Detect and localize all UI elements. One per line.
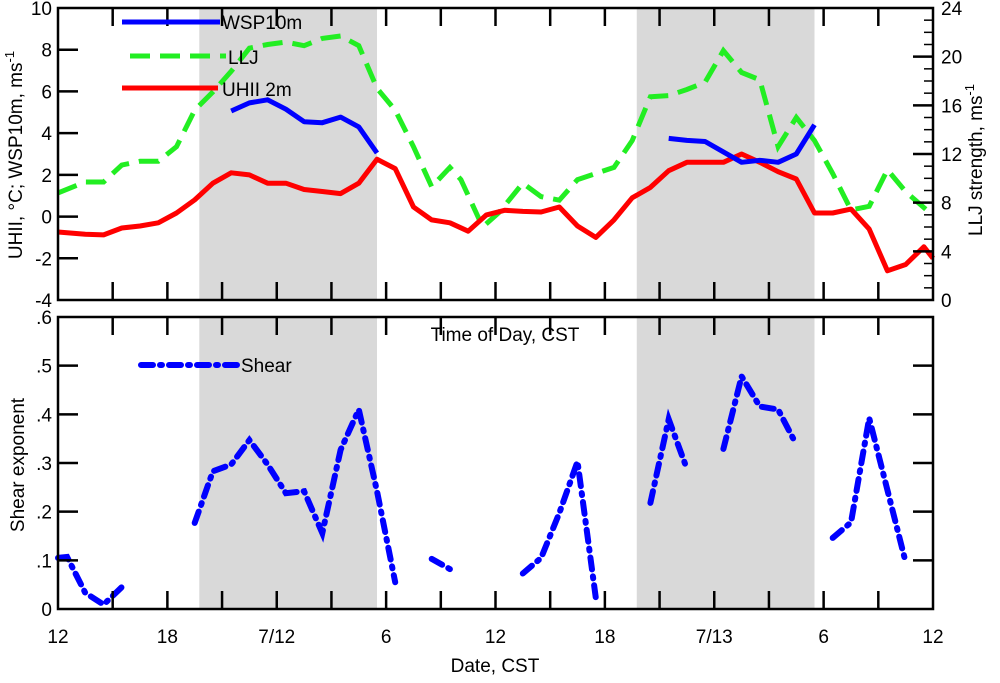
series-layer (55, 33, 935, 609)
x-tick-label: 18 (594, 627, 615, 648)
right-y-tick-label: 24 (941, 0, 963, 20)
left-y-tick-label: -2 (35, 249, 52, 270)
bottom-y-tick-label: .6 (36, 308, 52, 329)
night-shade-top (199, 8, 378, 300)
ticks-layer: 12 18 7/12 6 12 18 7/13 6 121086420-2-4242016128… (31, 0, 963, 648)
x-tick-label: 12 (485, 627, 506, 648)
x-tick-label: 12 (922, 627, 943, 648)
right-y-tick-label: 4 (941, 242, 952, 263)
right-y-tick-label: 0 (941, 291, 952, 312)
series-shear-line (829, 417, 909, 566)
legend-llj-label: LLJ (228, 48, 259, 69)
series-shear-line (647, 408, 690, 506)
series-wsp10m-line (668, 123, 817, 165)
x-tick-label: 6 (381, 627, 392, 648)
top-legend: WSP10m LLJ UHII 2m (122, 13, 302, 101)
series-llj-line (57, 33, 932, 232)
bottom-y-tick-label: .3 (36, 454, 52, 475)
x-tick-label: 12 (47, 627, 68, 648)
x-tick-label: 18 (157, 627, 178, 648)
left-y-tick-label: 2 (41, 166, 52, 187)
legend-wsp-label: WSP10m (222, 13, 302, 34)
series-shear-line (428, 555, 453, 573)
series-shear-line (720, 368, 800, 452)
right-y-tick-label: 8 (941, 194, 952, 215)
right-y-tick-label: 16 (941, 96, 962, 117)
night-shade-bottom (636, 317, 815, 609)
left-y-tick-label: 10 (31, 0, 52, 20)
top-left-y-axis-title: UHII, °C; WSP10m, ms-1 (2, 51, 27, 259)
bottom-y-axis-title: Shear exponent (8, 397, 29, 532)
legend-uhii-label: UHII 2m (222, 80, 292, 101)
time-of-day-label: Time of Day, CST (431, 325, 580, 346)
series-shear-line (191, 400, 399, 586)
top-right-y-axis-title: LLJ strength, ms-1 (962, 84, 987, 236)
left-y-tick-label: 8 (41, 41, 52, 62)
x-tick-label: 7/13 (696, 627, 733, 648)
series-uhii-2m-line (57, 151, 935, 274)
left-y-tick-label: 4 (41, 124, 52, 145)
series-wsp10m-line (230, 97, 380, 155)
left-y-tick-label: -4 (35, 291, 52, 312)
bottom-y-tick-label: 0 (41, 600, 52, 621)
left-y-tick-label: 6 (41, 82, 52, 103)
bottom-y-tick-label: .5 (36, 357, 52, 378)
bottom-y-tick-label: .2 (36, 503, 52, 524)
bottom-legend: Shear (138, 356, 292, 377)
series-shear-line (519, 460, 599, 601)
bottom-y-tick-label: .1 (36, 551, 52, 572)
x-tick-label: 6 (818, 627, 829, 648)
right-y-tick-label: 20 (941, 48, 962, 69)
bottom-y-tick-label: .4 (36, 405, 52, 426)
legend-shear-label: Shear (241, 356, 292, 377)
left-y-tick-label: 0 (41, 208, 52, 229)
x-tick-label: 7/12 (258, 627, 295, 648)
right-y-tick-label: 12 (941, 145, 962, 166)
series-shear-line (55, 553, 125, 609)
night-shading-layer (199, 8, 815, 609)
x-axis-title: Date, CST (451, 656, 540, 677)
